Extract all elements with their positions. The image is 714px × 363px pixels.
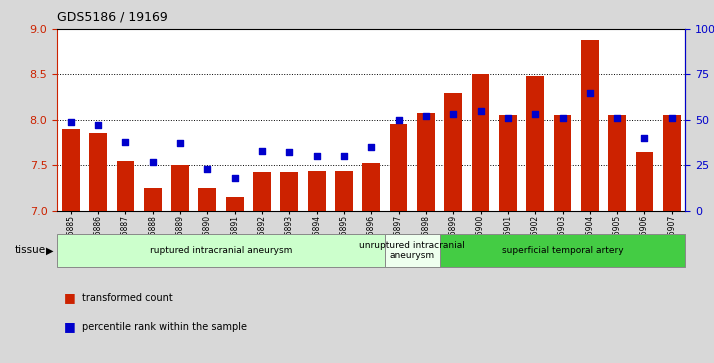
Bar: [444, 93, 462, 211]
Bar: [635, 151, 653, 211]
Point: [666, 115, 678, 121]
Bar: [390, 124, 408, 211]
Point: [557, 115, 568, 121]
Point: [530, 111, 541, 117]
Bar: [253, 172, 271, 211]
Bar: [385, 234, 440, 267]
Text: percentile rank within the sample: percentile rank within the sample: [82, 322, 247, 332]
Bar: [663, 115, 680, 211]
Text: ■: ■: [64, 320, 76, 333]
Point: [92, 122, 104, 128]
Bar: [144, 188, 161, 211]
Bar: [335, 171, 353, 211]
Bar: [363, 163, 380, 211]
Text: ruptured intracranial aneurysm: ruptured intracranial aneurysm: [150, 246, 292, 255]
Text: ■: ■: [64, 291, 76, 304]
Point: [120, 139, 131, 144]
Bar: [499, 115, 517, 211]
Text: tissue: tissue: [14, 245, 46, 256]
Point: [502, 115, 513, 121]
Point: [147, 159, 159, 164]
Bar: [171, 165, 189, 211]
Text: unruptured intracranial
aneurysm: unruptured intracranial aneurysm: [359, 241, 466, 260]
Point: [256, 148, 268, 154]
Bar: [57, 234, 385, 267]
Bar: [553, 115, 571, 211]
Bar: [440, 234, 685, 267]
Text: superficial temporal artery: superficial temporal artery: [502, 246, 623, 255]
Bar: [308, 171, 326, 211]
Text: transformed count: transformed count: [82, 293, 173, 303]
Point: [366, 144, 377, 150]
Bar: [526, 76, 544, 211]
Point: [584, 90, 595, 95]
Point: [639, 135, 650, 141]
Bar: [608, 115, 626, 211]
Point: [229, 175, 241, 181]
Bar: [62, 129, 80, 211]
Point: [338, 153, 350, 159]
Bar: [226, 197, 243, 211]
Bar: [89, 133, 107, 211]
Point: [448, 111, 459, 117]
Point: [311, 153, 322, 159]
Bar: [116, 160, 134, 211]
Bar: [281, 172, 298, 211]
Bar: [472, 74, 489, 211]
Bar: [581, 40, 599, 211]
Point: [421, 113, 432, 119]
Point: [283, 150, 295, 155]
Bar: [417, 113, 435, 211]
Text: ▶: ▶: [46, 245, 54, 256]
Point: [611, 115, 623, 121]
Text: GDS5186 / 19169: GDS5186 / 19169: [57, 11, 168, 24]
Point: [65, 119, 76, 125]
Point: [201, 166, 213, 172]
Point: [475, 108, 486, 114]
Bar: [198, 188, 216, 211]
Point: [393, 117, 404, 123]
Point: [174, 140, 186, 146]
